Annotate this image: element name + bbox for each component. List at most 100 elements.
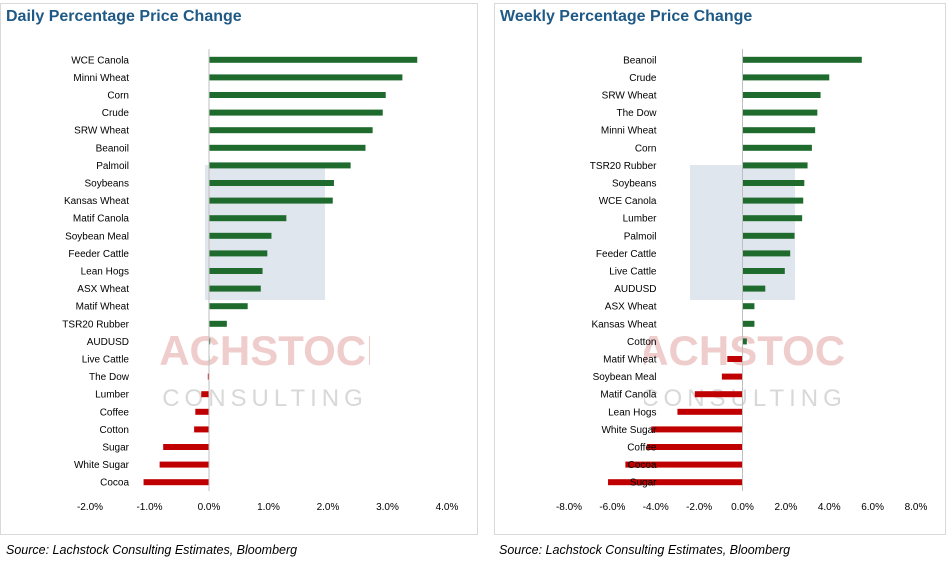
daily-category-label: ASX Wheat: [77, 284, 129, 295]
weekly-bar: [742, 180, 805, 186]
daily-category-label: Beanoil: [96, 143, 129, 154]
weekly-category-label: Feeder Cattle: [596, 249, 657, 260]
weekly-bar: [721, 373, 743, 380]
weekly-category-label: Soybeans: [612, 179, 656, 190]
weekly-chart-source: Source: Lachstock Consulting Estimates, …: [499, 543, 791, 557]
daily-bar: [209, 268, 263, 274]
weekly-category-label: Live Cattle: [609, 267, 657, 278]
daily-bar: [194, 426, 209, 433]
weekly-category-label: AUDUSD: [614, 284, 656, 295]
weekly-category-label: Sugar: [630, 478, 657, 489]
daily-bar: [209, 303, 248, 310]
weekly-x-tick-label: 2.0%: [774, 502, 797, 513]
weekly-category-label: Matif Wheat: [603, 355, 657, 366]
daily-bar: [207, 373, 209, 380]
daily-bar: [209, 109, 383, 116]
weekly-category-label: WCE Canola: [599, 196, 657, 207]
daily-x-tick-label: 0.0%: [198, 502, 221, 513]
daily-category-label: Cocoa: [100, 478, 129, 489]
weekly-category-label: ASX Wheat: [605, 302, 657, 313]
daily-category-label: WCE Canola: [71, 55, 129, 66]
daily-category-label: Corn: [107, 91, 129, 102]
daily-category-label: The Dow: [89, 372, 130, 383]
weekly-category-label: Beanoil: [623, 55, 656, 66]
daily-category-label: Soybean Meal: [65, 231, 129, 242]
daily-category-label: TSR20 Rubber: [62, 319, 129, 330]
weekly-bar: [647, 444, 743, 450]
weekly-bar: [742, 127, 816, 134]
weekly-bar: [742, 320, 755, 327]
daily-x-tick-label: -1.0%: [136, 502, 162, 513]
weekly-category-label: Coffee: [627, 443, 657, 454]
weekly-bar: [727, 356, 743, 362]
weekly-category-label: Lean Hogs: [608, 407, 656, 418]
weekly-bar: [742, 197, 804, 204]
daily-bar: [201, 391, 209, 398]
weekly-x-tick-label: -4.0%: [643, 502, 669, 513]
weekly-bar: [742, 162, 808, 169]
daily-bar: [209, 127, 373, 134]
daily-bar: [209, 74, 403, 81]
daily-category-label: SRW Wheat: [74, 126, 129, 137]
daily-x-tick-label: 3.0%: [376, 502, 399, 513]
daily-x-tick-label: 1.0%: [257, 502, 280, 513]
weekly-category-label: White Sugar: [601, 425, 657, 436]
weekly-category-label: Crude: [629, 73, 657, 84]
daily-category-label: Minni Wheat: [73, 73, 129, 84]
weekly-x-tick-label: 4.0%: [818, 502, 841, 513]
weekly-bar: [651, 426, 743, 433]
daily-bar: [209, 285, 261, 292]
weekly-x-tick-label: -6.0%: [599, 502, 625, 513]
daily-chart-source: Source: Lachstock Consulting Estimates, …: [6, 543, 298, 557]
daily-category-label: Matif Canola: [73, 214, 130, 225]
weekly-bar: [742, 268, 785, 274]
weekly-bar: [742, 56, 862, 63]
daily-x-tick-label: 2.0%: [317, 502, 340, 513]
weekly-bar: [677, 408, 743, 415]
weekly-bar: [742, 144, 812, 151]
daily-chart-panel: Daily Percentage Price Change LACHSTOCK …: [0, 3, 478, 557]
weekly-category-label: Soybean Meal: [593, 372, 657, 383]
daily-chart-title: Daily Percentage Price Change: [6, 8, 242, 25]
daily-bar: [209, 250, 268, 257]
daily-bar: [159, 461, 209, 468]
daily-category-label: Matif Wheat: [76, 302, 130, 313]
daily-category-label: Kansas Wheat: [64, 196, 129, 207]
daily-category-label: Palmoil: [96, 161, 129, 172]
weekly-bar: [742, 109, 818, 116]
daily-category-label: Feeder Cattle: [68, 249, 129, 260]
daily-bar: [209, 320, 227, 327]
weekly-category-label: Corn: [635, 143, 657, 154]
weekly-bar: [742, 232, 795, 239]
weekly-category-label: Cotton: [627, 337, 656, 348]
weekly-bar: [742, 92, 821, 98]
weekly-x-tick-label: 8.0%: [905, 502, 928, 513]
daily-category-label: White Sugar: [74, 460, 130, 471]
weekly-bar: [608, 479, 743, 486]
weekly-category-label: TSR20 Rubber: [590, 161, 657, 172]
daily-bar: [209, 215, 287, 222]
daily-bar: [209, 144, 366, 151]
daily-bar: [195, 408, 209, 415]
daily-bar-chart: WCE Canola Minni Wheat Corn Crude SRW Wheat B…: [62, 49, 459, 513]
daily-category-label: Lean Hogs: [81, 267, 129, 278]
daily-chart-frame: [0, 3, 478, 535]
weekly-bar-chart: Beanoil Crude SRW Wheat The Dow Minni Wheat C…: [556, 49, 928, 513]
daily-category-label: Cotton: [100, 425, 129, 436]
daily-bar: [209, 56, 418, 63]
daily-x-tick-label: 4.0%: [436, 502, 459, 513]
weekly-bar: [742, 215, 803, 222]
daily-bar: [209, 92, 386, 98]
daily-bar: [143, 479, 209, 486]
daily-bar: [163, 444, 209, 450]
weekly-category-label: Minni Wheat: [601, 126, 657, 137]
daily-bar: [209, 338, 211, 345]
daily-category-label: Sugar: [102, 443, 129, 454]
daily-category-label: Coffee: [100, 407, 130, 418]
daily-bar: [209, 180, 334, 186]
weekly-chart-frame: [494, 3, 946, 535]
weekly-bar: [742, 250, 791, 257]
weekly-x-tick-label: -2.0%: [686, 502, 712, 513]
daily-bar: [209, 232, 272, 239]
weekly-category-label: Kansas Wheat: [591, 319, 656, 330]
